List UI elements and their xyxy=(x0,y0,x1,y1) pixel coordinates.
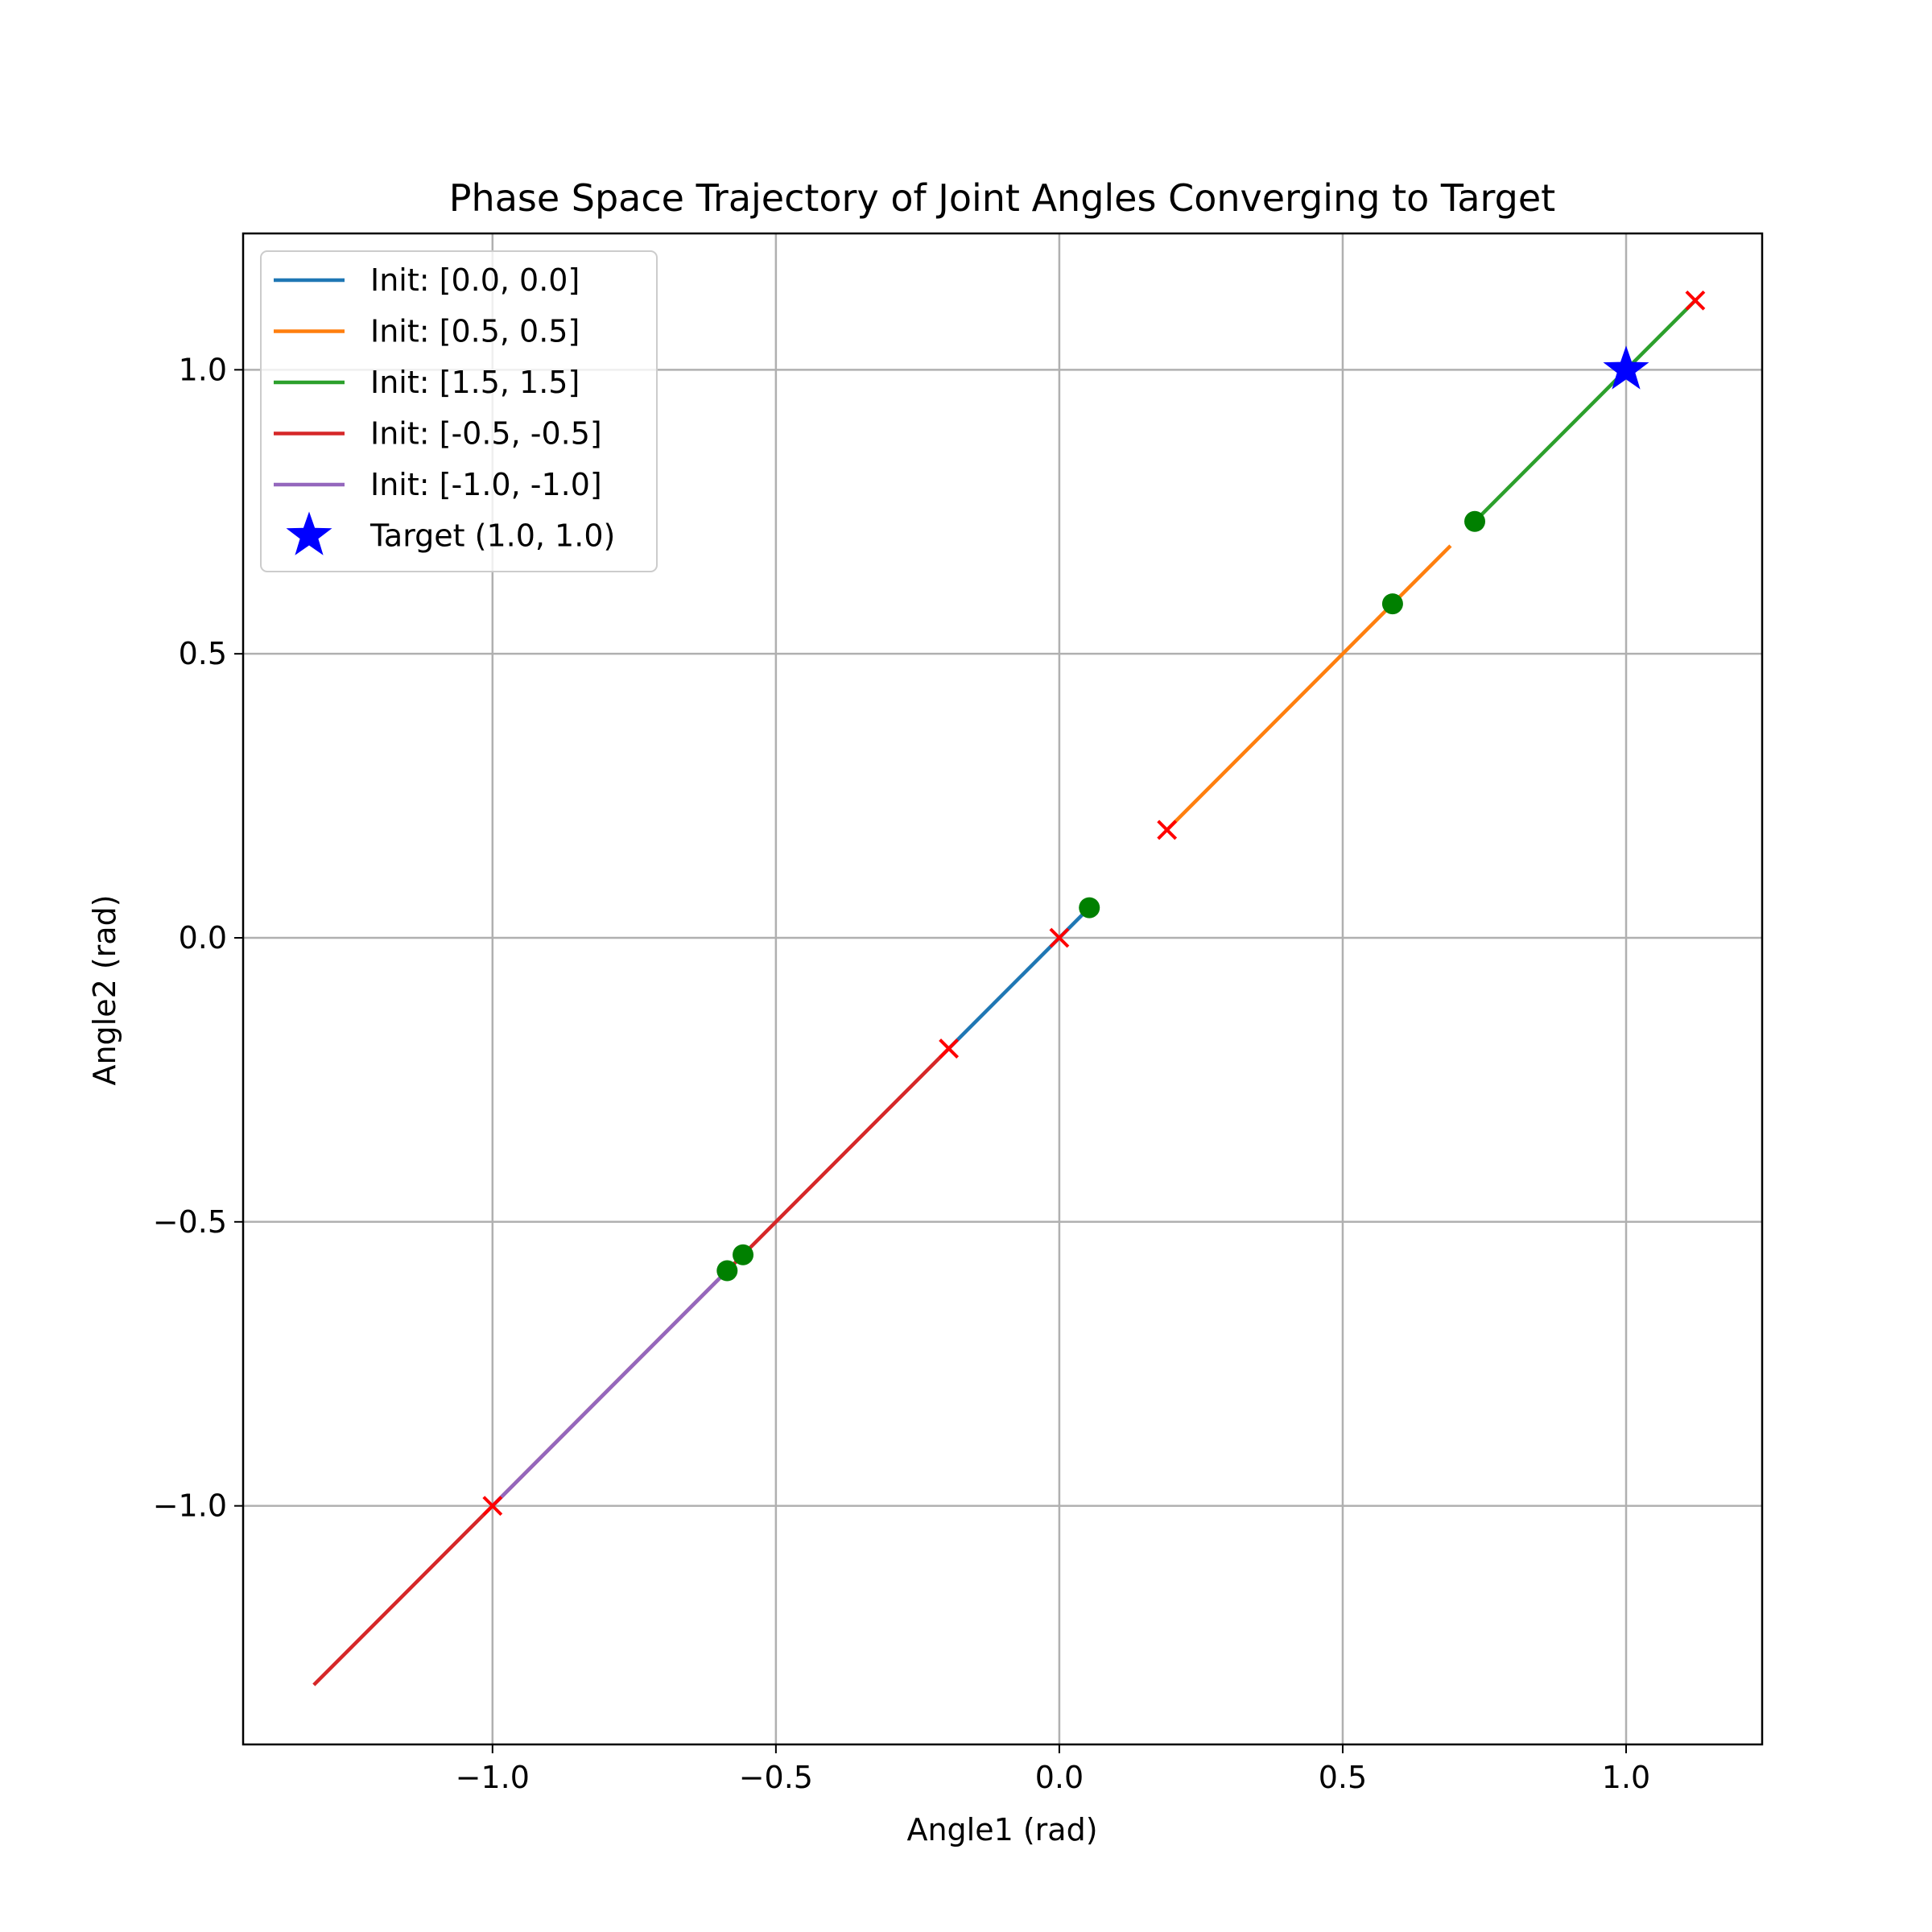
legend-label: Init: [0.5, 0.5] xyxy=(370,314,580,349)
plot-frame xyxy=(242,232,1764,1746)
start-point-marker xyxy=(939,1038,960,1059)
end-point-marker xyxy=(733,1244,754,1265)
legend-label: Target (1.0, 1.0) xyxy=(369,518,615,554)
tick-layer: −1.0 −0.5 0.0 0.5 1.0 −1.0 −0.5 0.0 0.5 1.0 xyxy=(153,352,1651,1795)
start-point-marker xyxy=(482,1496,503,1517)
x-tick-label: 0.0 xyxy=(1035,1760,1084,1795)
start-point-marker xyxy=(1685,290,1706,311)
legend: Init: [0.0, 0.0] Init: [0.5, 0.5] Init: [1… xyxy=(260,250,658,572)
x-axis-label: Angle1 (rad) xyxy=(906,1812,1097,1847)
target-star-marker xyxy=(1603,345,1649,390)
start-point-marker xyxy=(1049,927,1070,948)
legend-label: Init: [0.0, 0.0] xyxy=(370,262,580,298)
y-tick-label: 0.5 xyxy=(179,636,227,671)
legend-label: Init: [-0.5, -0.5] xyxy=(370,416,602,452)
y-tick-label: −1.0 xyxy=(153,1488,227,1524)
x-tick-label: 0.5 xyxy=(1319,1760,1367,1795)
legend-box xyxy=(260,250,658,572)
y-tick-label: −0.5 xyxy=(153,1204,227,1240)
x-tick-label: −1.0 xyxy=(456,1760,530,1795)
x-tick-label: 1.0 xyxy=(1602,1760,1650,1795)
y-tick-label: 1.0 xyxy=(179,352,227,387)
legend-target-star xyxy=(286,511,332,555)
end-point-marker xyxy=(1464,510,1486,532)
y-axis-label: Angle2 (rad) xyxy=(87,894,122,1085)
series-line-4 xyxy=(489,1268,730,1509)
series-line-1 xyxy=(1164,544,1452,833)
marker-layer xyxy=(482,290,1706,1517)
end-point-marker xyxy=(1079,897,1100,919)
x-tick-label: −0.5 xyxy=(739,1760,813,1795)
legend-label: Init: [-1.0, -1.0] xyxy=(370,467,602,502)
y-tick-label: 0.0 xyxy=(179,920,227,956)
start-point-marker xyxy=(1157,819,1178,840)
chart-title: Phase Space Trajectory of Joint Angles C… xyxy=(449,176,1555,220)
end-point-marker xyxy=(716,1260,738,1282)
grid-layer xyxy=(243,233,1762,1744)
series-line-2 xyxy=(1472,298,1699,524)
legend-label: Init: [1.5, 1.5] xyxy=(370,365,580,400)
end-point-marker xyxy=(1381,593,1403,615)
